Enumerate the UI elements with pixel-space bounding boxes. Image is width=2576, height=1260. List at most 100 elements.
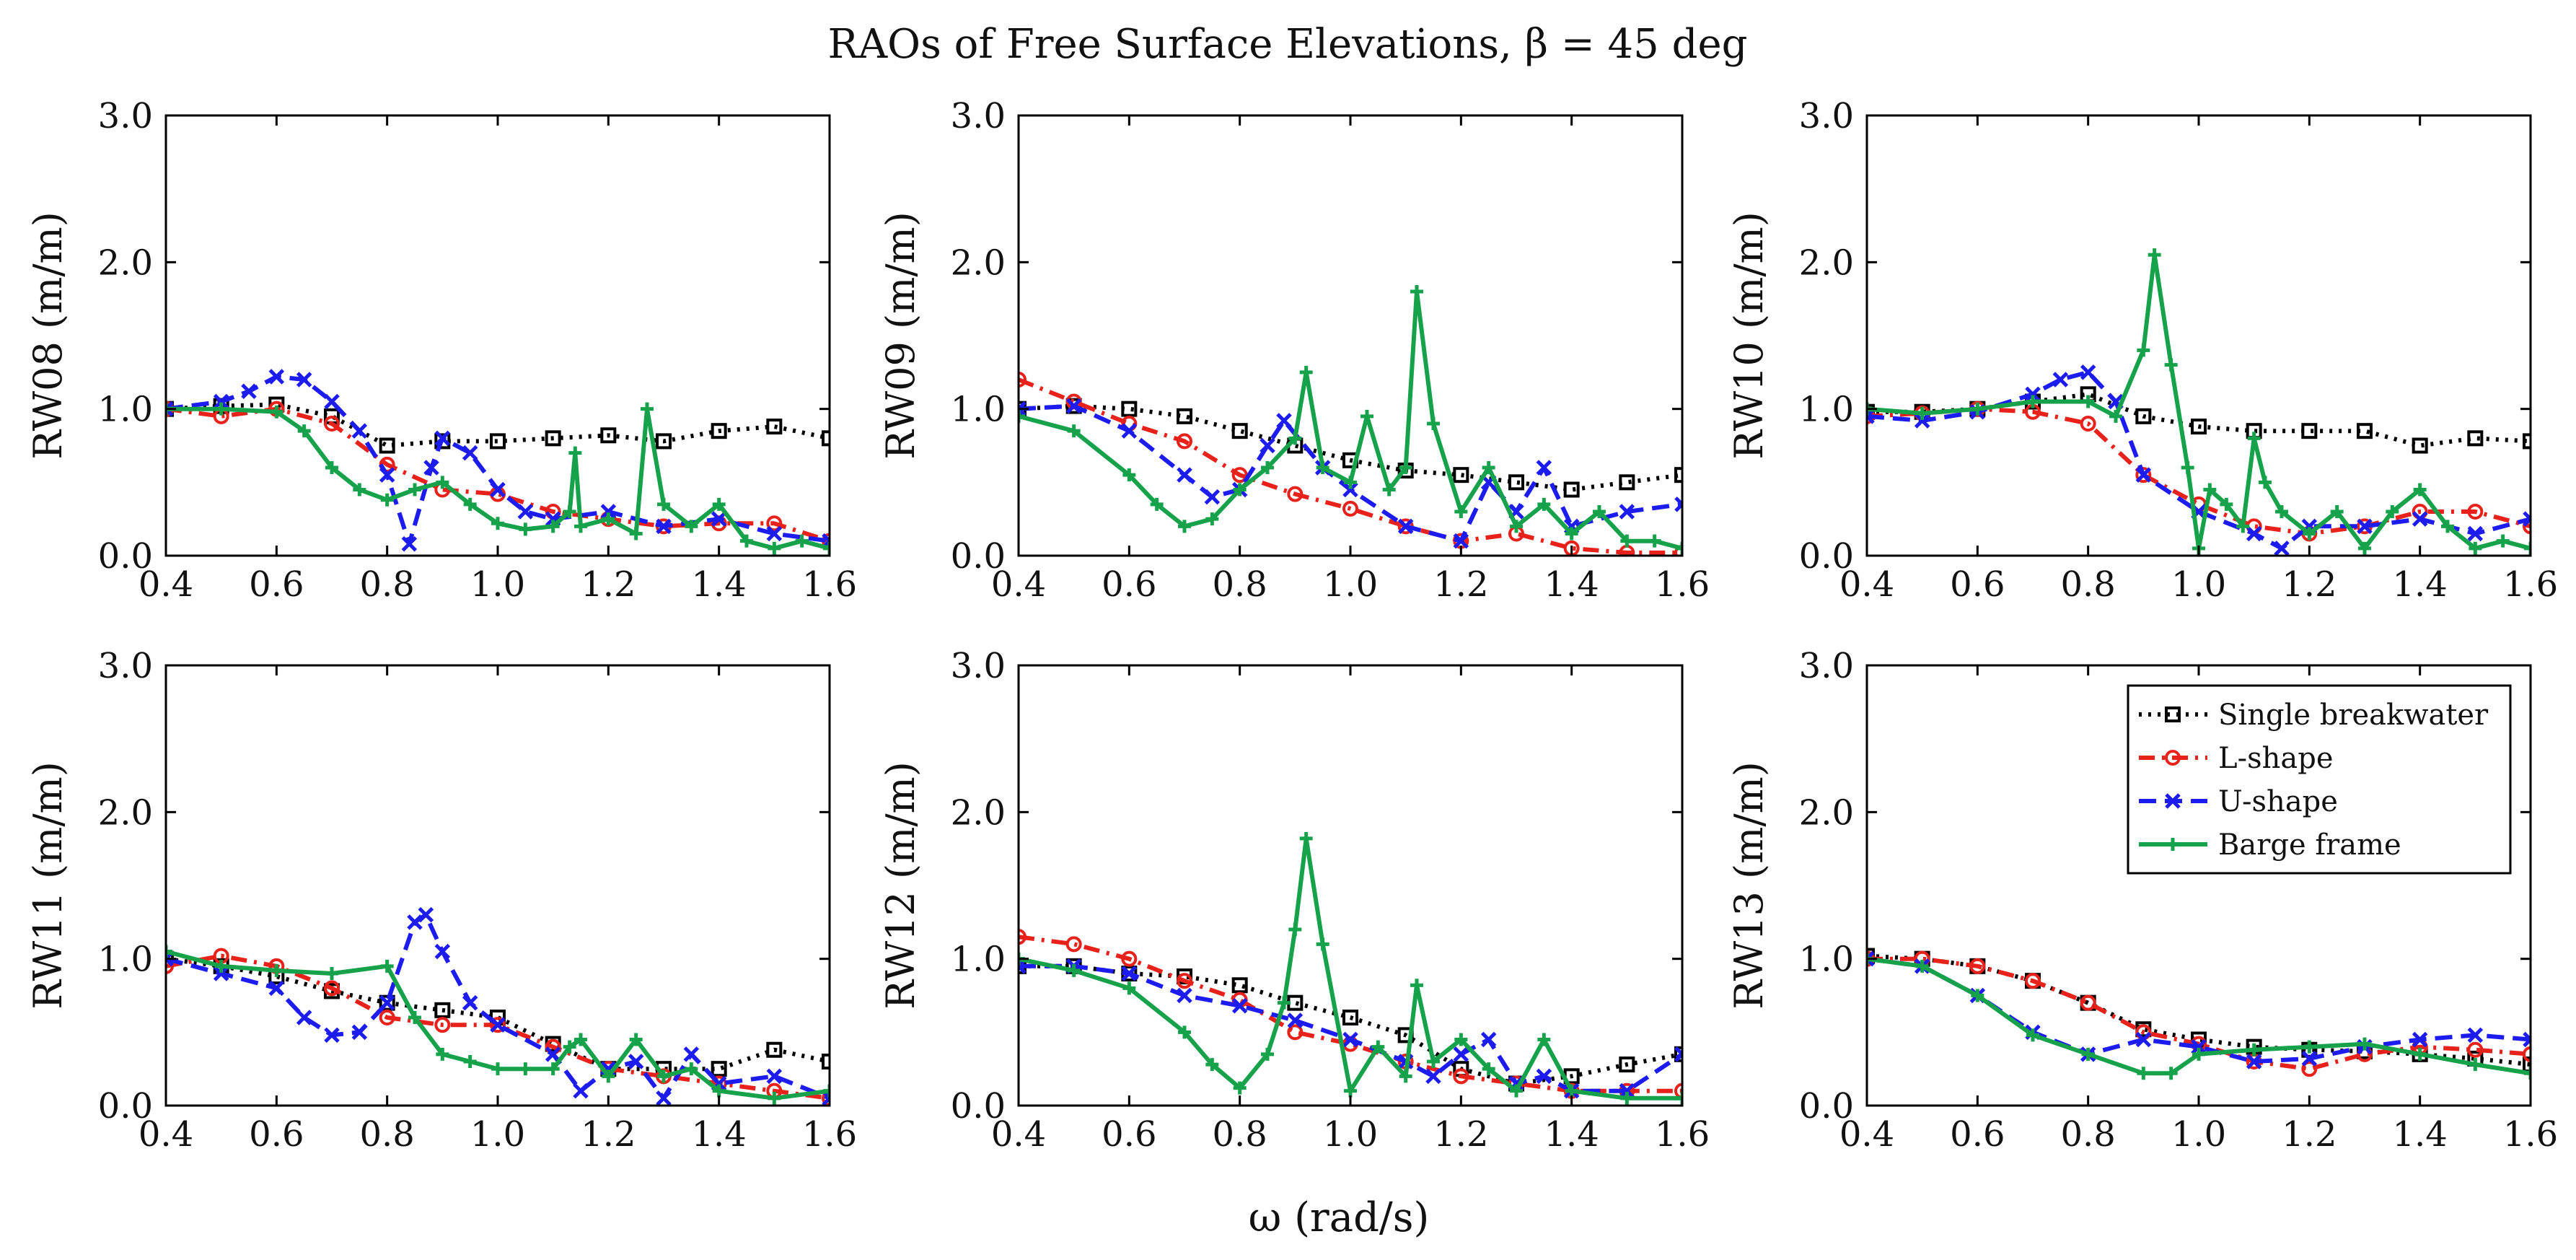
marker-plus xyxy=(325,461,338,474)
marker-cross xyxy=(766,1068,783,1085)
marker-cross xyxy=(1019,401,1027,417)
marker-circle xyxy=(2025,973,2041,989)
marker-cross xyxy=(213,966,229,981)
marker-plus xyxy=(563,505,576,518)
marker-plus xyxy=(2081,395,2095,408)
marker-plus xyxy=(463,1055,477,1068)
marker-plus xyxy=(166,945,172,958)
y-tick-label: 1.0 xyxy=(1799,940,1854,980)
x-tick-label: 0.4 xyxy=(991,1114,1046,1155)
marker-plus xyxy=(1427,417,1440,430)
marker-cross xyxy=(517,504,534,520)
x-tick-label: 1.2 xyxy=(1433,1114,1488,1155)
marker-plus xyxy=(1482,1062,1495,1076)
series-group xyxy=(1019,831,1682,1105)
marker-plus xyxy=(2247,432,2261,445)
marker-plus xyxy=(563,1040,576,1054)
x-tick-label: 1.6 xyxy=(802,1114,857,1155)
marker-plus xyxy=(768,1091,781,1105)
marker-square xyxy=(2135,408,2152,424)
marker-plus xyxy=(2413,1047,2427,1061)
marker-plus xyxy=(2358,1037,2371,1051)
marker-plus xyxy=(2026,395,2039,408)
marker-cross xyxy=(2412,1031,2428,1048)
marker-square xyxy=(711,423,727,439)
marker-cross xyxy=(1177,467,1192,483)
marker-plus xyxy=(380,959,394,973)
marker-cross xyxy=(423,460,439,476)
marker-cross xyxy=(166,401,174,417)
marker-plus xyxy=(2275,505,2288,518)
marker-square xyxy=(766,1041,783,1058)
marker-plus xyxy=(2386,505,2399,518)
marker-plus xyxy=(2181,461,2194,474)
series-line-l-shape xyxy=(1019,377,1682,555)
series-line-l-shape xyxy=(1867,956,2531,1072)
marker-circle xyxy=(2080,416,2096,432)
marker-plus xyxy=(1178,1025,1191,1039)
marker-plus xyxy=(574,520,587,533)
marker-square xyxy=(2412,437,2428,454)
y-tick-label: 3.0 xyxy=(98,646,153,686)
marker-plus xyxy=(1427,1055,1440,1068)
marker-plus xyxy=(823,1084,830,1098)
marker-cross xyxy=(2246,1054,2262,1069)
marker-cross xyxy=(711,511,727,527)
marker-cross xyxy=(2246,525,2262,542)
marker-cross xyxy=(2523,511,2531,527)
marker-square xyxy=(1342,1010,1358,1025)
marker-circle xyxy=(2135,467,2152,484)
marker-plus xyxy=(641,402,654,416)
marker-cross xyxy=(2467,525,2484,542)
marker-cross xyxy=(1342,1031,1358,1048)
marker-cross xyxy=(490,1017,506,1033)
marker-cross xyxy=(379,994,395,1011)
marker-cross xyxy=(2191,1038,2207,1055)
marker-plus xyxy=(2441,520,2454,533)
marker-square xyxy=(1287,994,1304,1011)
marker-plus xyxy=(1537,497,1551,511)
marker-plus xyxy=(2469,1058,2482,1072)
y-axis-label: RW08 (m/m) xyxy=(25,211,71,460)
chart-panel: 0.4 0.6 0.8 1.0 1.2 1.4 1.6 0.0 1.0 2.0 3.0 RW08 (m… xyxy=(25,96,857,605)
x-tick-label: 0.6 xyxy=(249,564,304,605)
x-tick-label: 1.0 xyxy=(1323,1114,1378,1155)
marker-circle xyxy=(1177,973,1192,989)
marker-plus xyxy=(1676,1091,1682,1105)
marker-plus xyxy=(408,1011,421,1024)
x-tick-label: 0.6 xyxy=(249,1114,304,1155)
marker-square xyxy=(1563,481,1580,498)
marker-cross xyxy=(296,1010,312,1025)
marker-cross xyxy=(407,914,423,930)
series-line-barge-frame xyxy=(1867,253,2531,551)
marker-plus xyxy=(2220,497,2233,511)
marker-plus xyxy=(1261,1047,1274,1061)
marker-plus xyxy=(1233,1081,1247,1095)
marker-circle xyxy=(1231,467,1248,484)
marker-cross xyxy=(268,980,285,997)
series-line-l-shape xyxy=(1019,935,1682,1093)
marker-cross xyxy=(1121,423,1138,439)
marker-cross xyxy=(418,906,434,923)
marker-circle xyxy=(324,416,340,432)
marker-cross xyxy=(545,1046,561,1062)
marker-cross xyxy=(2080,364,2096,380)
x-tick-label: 0.4 xyxy=(1839,1114,1894,1155)
marker-cross xyxy=(822,1090,830,1106)
marker-plus xyxy=(2164,358,2178,372)
marker-plus xyxy=(1399,1069,1412,1083)
series-group xyxy=(1867,248,2531,556)
marker-cross xyxy=(1121,966,1138,981)
marker-cross xyxy=(1453,1046,1469,1062)
marker-plus xyxy=(270,963,283,977)
legend-label: L-shape xyxy=(2218,742,2334,775)
marker-cross xyxy=(434,943,451,960)
legend-label: Barge frame xyxy=(2218,828,2401,862)
marker-plus xyxy=(1205,512,1219,526)
marker-circle xyxy=(1019,372,1027,388)
marker-plus xyxy=(1360,409,1373,423)
marker-circle xyxy=(166,958,174,974)
marker-cross xyxy=(2301,1051,2318,1067)
marker-plus xyxy=(657,1069,670,1083)
series-line-u-shape xyxy=(1019,963,1682,1093)
